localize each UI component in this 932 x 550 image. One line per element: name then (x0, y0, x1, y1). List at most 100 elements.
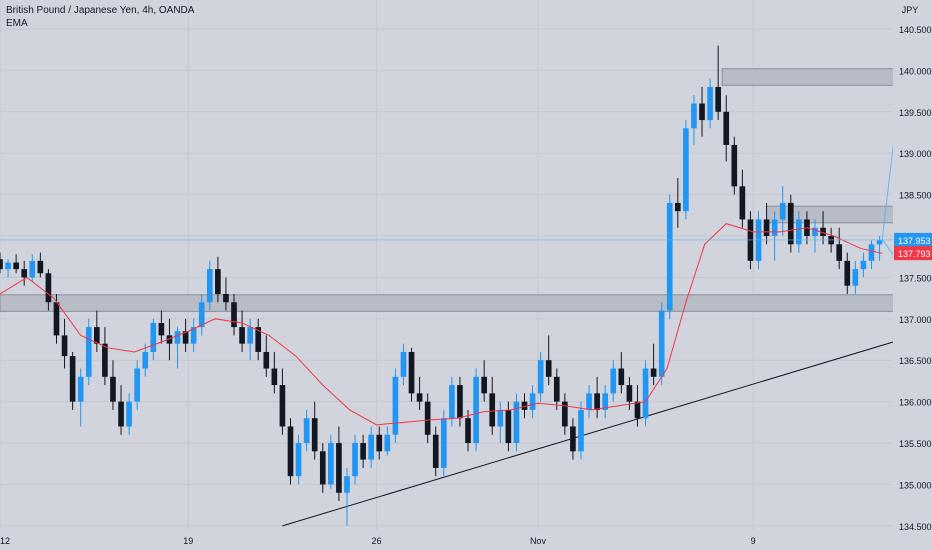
candle-body (578, 409, 584, 452)
candle-body (150, 322, 157, 352)
candle-body (239, 327, 245, 344)
candle-body (658, 310, 665, 377)
candle-body (255, 327, 262, 352)
price-tick-label: 135.500 (899, 439, 932, 449)
candle-body (683, 128, 689, 212)
candle-body (61, 335, 68, 357)
ema-price-tag-bg (894, 246, 932, 261)
candle-body (311, 418, 318, 452)
candle-body (134, 368, 141, 402)
candle-body (529, 393, 536, 410)
price-tick-label: 139.000 (899, 149, 932, 159)
candle-body (231, 302, 237, 328)
candle-body (37, 260, 44, 274)
candle-body (868, 244, 875, 261)
candle-body (586, 393, 592, 410)
candle-body (731, 144, 738, 187)
candle-body (699, 103, 705, 121)
candle-body (844, 260, 851, 286)
price-tick-label: 139.500 (899, 108, 932, 118)
candle-body (352, 443, 358, 477)
time-tick-label: 9 (751, 536, 756, 546)
candle-body (787, 202, 794, 245)
candle-body (739, 186, 746, 220)
time-tick-label: Nov (530, 536, 547, 546)
time-axis-bg (0, 530, 893, 550)
time-axis[interactable]: 121926Nov9162326Dec714 (0, 530, 932, 550)
current-price-tag: 137.953 (898, 236, 931, 246)
candle-body (594, 393, 600, 410)
candle-body (94, 327, 100, 344)
candle-body (723, 111, 730, 145)
candle-body (77, 376, 84, 402)
candle-body (368, 434, 375, 460)
indicator-label: EMA (6, 18, 28, 29)
candle-body (796, 219, 802, 245)
candle-body (271, 368, 278, 386)
candle-body (432, 434, 439, 468)
candle-body (158, 322, 165, 336)
price-axis-bg (893, 0, 932, 550)
candle-body (45, 273, 52, 303)
candle-body (562, 401, 568, 427)
candle-body (215, 269, 221, 294)
chart-title: British Pound / Japanese Yen, 4h, OANDA (6, 5, 195, 16)
candle-body (424, 401, 431, 435)
candle-body (537, 360, 544, 394)
candle-body (553, 376, 560, 402)
price-tick-label: 136.500 (899, 356, 932, 366)
candles (0, 45, 883, 526)
candle-body (408, 351, 415, 394)
ema-series (0, 223, 883, 426)
candle-body (836, 244, 843, 261)
candle-body (457, 385, 463, 419)
candle-body (206, 269, 213, 303)
candle-body (13, 262, 19, 270)
time-tick-label: 19 (183, 536, 193, 546)
candle-body (876, 240, 883, 245)
price-zone (0, 294, 932, 312)
candle-body (328, 443, 334, 485)
price-tick-label: 137.500 (899, 273, 932, 283)
candle-body (303, 418, 310, 444)
candle-body (344, 476, 350, 493)
candle-body (779, 202, 786, 220)
candle-body (142, 351, 149, 369)
candle-body (118, 401, 124, 427)
candle-body (85, 327, 92, 377)
ema-line (0, 223, 883, 426)
price-tick-label: 136.000 (899, 398, 932, 408)
candle-body (190, 327, 197, 344)
currency-label: JPY (902, 5, 919, 15)
candle-body (771, 219, 778, 237)
candle-body (287, 426, 294, 477)
candle-body (29, 260, 36, 278)
candle-body (626, 385, 633, 402)
candle-body (763, 219, 770, 237)
candle-body (416, 393, 423, 402)
candle-body (666, 202, 673, 311)
price-axis[interactable]: 134.500 135.000 135.500 136.000 136.500 137.0… (893, 0, 932, 550)
current-price-tag-bg (894, 232, 932, 247)
candle-body (110, 376, 116, 402)
grid (0, 0, 893, 530)
candle-body (0, 259, 3, 270)
candle-body (400, 351, 407, 377)
candle-body (247, 327, 253, 344)
candle-body (263, 351, 270, 369)
candle-body (53, 302, 60, 336)
candle-body (465, 418, 471, 444)
candle-body (618, 368, 625, 386)
candle-body (392, 376, 399, 435)
candle-body (707, 86, 713, 121)
candle-body (336, 443, 342, 493)
candle-body (384, 434, 391, 452)
time-tick-label: 26 (372, 536, 382, 546)
ema-price-tag: 137.793 (898, 249, 931, 259)
candle-body (602, 393, 609, 410)
candle-body (319, 451, 326, 485)
candle-body (634, 401, 641, 419)
candle-body (489, 393, 496, 427)
candle-body (812, 227, 818, 237)
